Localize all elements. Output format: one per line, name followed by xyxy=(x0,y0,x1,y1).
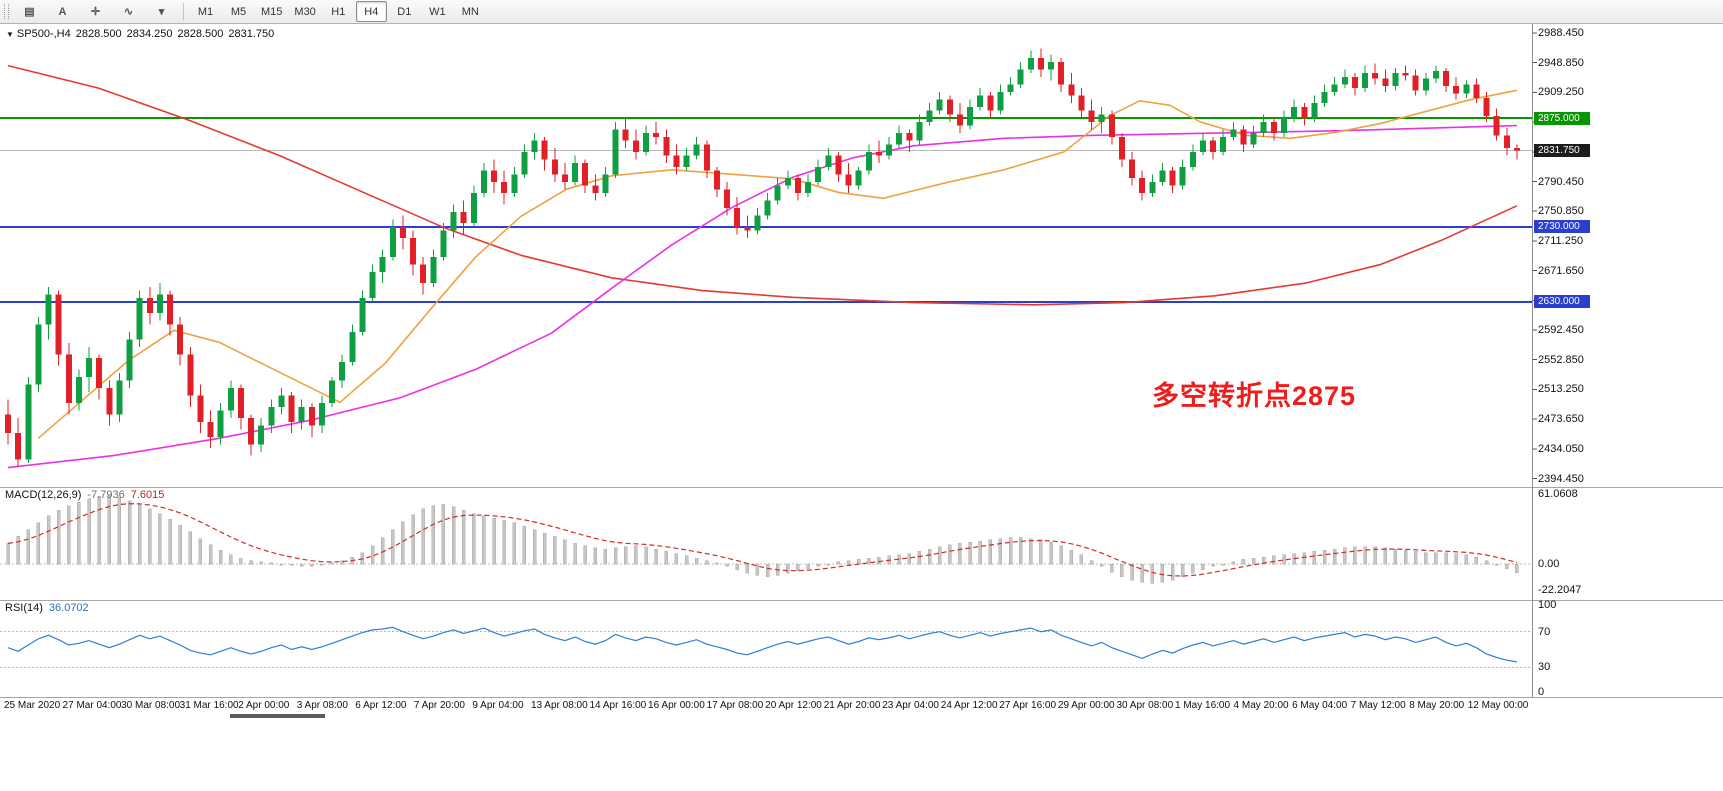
ma-fast-orange xyxy=(37,89,1518,439)
time-axis-label: 4 May 20:00 xyxy=(1233,700,1289,711)
time-axis-label: 29 Apr 00:00 xyxy=(1057,700,1115,711)
price-axis-label: 2988.450 xyxy=(1538,27,1584,39)
time-axis-label: 23 Apr 04:00 xyxy=(882,700,939,711)
timeframe-m1-button[interactable]: M1 xyxy=(197,5,214,18)
time-axis-label: 3 Apr 08:00 xyxy=(296,700,348,711)
price-axis-label: 2473.650 xyxy=(1538,413,1584,426)
ohlc-high: 2834.250 xyxy=(126,28,173,40)
text-label-icon[interactable]: A xyxy=(58,5,67,18)
time-axis-label: 8 May 20:00 xyxy=(1409,700,1465,711)
timeframe-m15-button[interactable]: M15 xyxy=(261,5,283,18)
price-axis-label: 2552.850 xyxy=(1538,353,1584,366)
macd-axis-label: 0.00 xyxy=(1538,558,1560,570)
time-axis-label: 9 Apr 04:00 xyxy=(472,700,524,711)
chart-annotation-text: 多空转折点2875 xyxy=(1152,381,1357,411)
timeframe-d1-button[interactable]: D1 xyxy=(397,5,412,18)
price-axis-label: 2434.050 xyxy=(1538,442,1584,455)
toolbar-separator xyxy=(183,3,184,20)
price-badge: 2630.000 xyxy=(1534,295,1590,309)
ohlc-close: 2831.750 xyxy=(228,28,275,40)
price-badge: 2875.000 xyxy=(1534,111,1590,125)
timeframe-button-group: M1 M5 M15 M30 H1 H4 D1 W1 MN xyxy=(189,1,487,22)
price-axis-label: 2513.250 xyxy=(1538,383,1584,396)
ma-slow-red xyxy=(7,64,1518,306)
price-axis-label: 2711.250 xyxy=(1538,234,1584,247)
time-axis-label: 30 Apr 08:00 xyxy=(1116,700,1174,711)
timeframe-m30-button[interactable]: M30 xyxy=(294,5,316,18)
crosshair-icon[interactable]: ✛ xyxy=(90,5,101,18)
price-axis-label: 2592.450 xyxy=(1538,324,1584,336)
time-axis-label: 25 Mar 2020 xyxy=(4,700,61,711)
rsi-axis-label: 0 xyxy=(1538,686,1545,698)
price-axis-label: 2790.450 xyxy=(1538,175,1584,188)
time-axis-label: 2 Apr 00:00 xyxy=(238,700,290,711)
toolbar-grip[interactable] xyxy=(4,4,9,19)
time-axis-label: 27 Apr 16:00 xyxy=(999,700,1057,711)
rsi-axis-label: 30 xyxy=(1538,661,1551,674)
time-axis-label: 1 May 16:00 xyxy=(1175,700,1231,711)
chart-dropdown-icon[interactable]: ▼ xyxy=(6,30,14,39)
time-axis-label: 7 Apr 20:00 xyxy=(413,700,465,711)
price-axis-label: 2948.850 xyxy=(1538,56,1584,69)
timeframe-h4-button[interactable]: H4 xyxy=(355,1,387,22)
indicators-caret-icon[interactable]: ▾ xyxy=(158,5,165,18)
rsi-axis-label: 70 xyxy=(1538,625,1551,638)
timeframe-m5-button[interactable]: M5 xyxy=(230,5,247,18)
timeframe-mn-button[interactable]: MN xyxy=(461,5,479,18)
time-axis-label: 20 Apr 12:00 xyxy=(765,700,822,711)
price-axis-label: 2750.850 xyxy=(1538,205,1584,218)
ohlc-low: 2828.500 xyxy=(177,28,224,40)
macd-panel-label: MACD(12,26,9) -7.7936 7.6015 xyxy=(5,489,164,501)
time-axis-label: 6 Apr 12:00 xyxy=(355,700,407,711)
price-axis-label: 2394.450 xyxy=(1538,472,1584,485)
terminal-icon[interactable]: ▤ xyxy=(24,5,35,18)
macd-axis-label: 61.0608 xyxy=(1538,488,1578,500)
time-axis-label: 16 Apr 00:00 xyxy=(648,700,705,711)
chart-title: ▼ SP500-,H4 2828.500 2834.250 2828.500 2831.7… xyxy=(6,28,279,40)
macd-indicator-name: MACD(12,26,9) xyxy=(5,489,82,501)
indicators-icon[interactable]: ∿ xyxy=(123,5,134,18)
time-axis-label: 31 Mar 16:00 xyxy=(179,700,239,711)
time-axis-label: 14 Apr 16:00 xyxy=(589,700,647,711)
toolbar-icon-group: ▤ A ✛ ∿ ▾ xyxy=(13,1,178,23)
horizontal-scrollbar[interactable] xyxy=(230,714,325,718)
chart-symbol-timeframe: SP500-,H4 xyxy=(16,28,71,40)
price-badge: 2730.000 xyxy=(1534,220,1590,234)
ohlc-open: 2828.500 xyxy=(75,28,122,40)
time-axis-label: 27 Mar 04:00 xyxy=(62,700,122,711)
rsi-current-value: 36.0702 xyxy=(48,602,89,614)
price-badge: 2831.750 xyxy=(1534,144,1590,158)
rsi-panel-label: RSI(14) 36.0702 xyxy=(5,602,89,614)
top-toolbar: ▤ A ✛ ∿ ▾ M1 M5 M15 M30 H1 H4 D1 W1 MN xyxy=(0,0,1723,24)
rsi-indicator-name: RSI(14) xyxy=(5,602,43,614)
price-axis-label: 2909.250 xyxy=(1538,86,1584,99)
time-axis-label: 7 May 12:00 xyxy=(1350,700,1406,711)
macd-main-value: -7.7936 xyxy=(87,489,125,501)
time-axis-label: 6 May 04:00 xyxy=(1292,700,1348,711)
rsi-axis-label: 100 xyxy=(1538,599,1557,611)
macd-signal-value: 7.6015 xyxy=(130,489,165,501)
timeframe-w1-button[interactable]: W1 xyxy=(429,5,446,18)
time-axis-label: 17 Apr 08:00 xyxy=(706,700,764,711)
time-axis-label: 24 Apr 12:00 xyxy=(940,700,998,711)
time-axis-label: 13 Apr 08:00 xyxy=(530,700,588,711)
time-axis-label: 12 May 00:00 xyxy=(1467,700,1529,711)
macd-axis-label: -22.2047 xyxy=(1538,584,1582,596)
time-axis-label: 30 Mar 08:00 xyxy=(121,700,181,711)
price-axis-label: 2671.650 xyxy=(1538,264,1584,277)
time-axis-label: 21 Apr 20:00 xyxy=(823,700,881,711)
timeframe-h1-button[interactable]: H1 xyxy=(331,5,346,18)
